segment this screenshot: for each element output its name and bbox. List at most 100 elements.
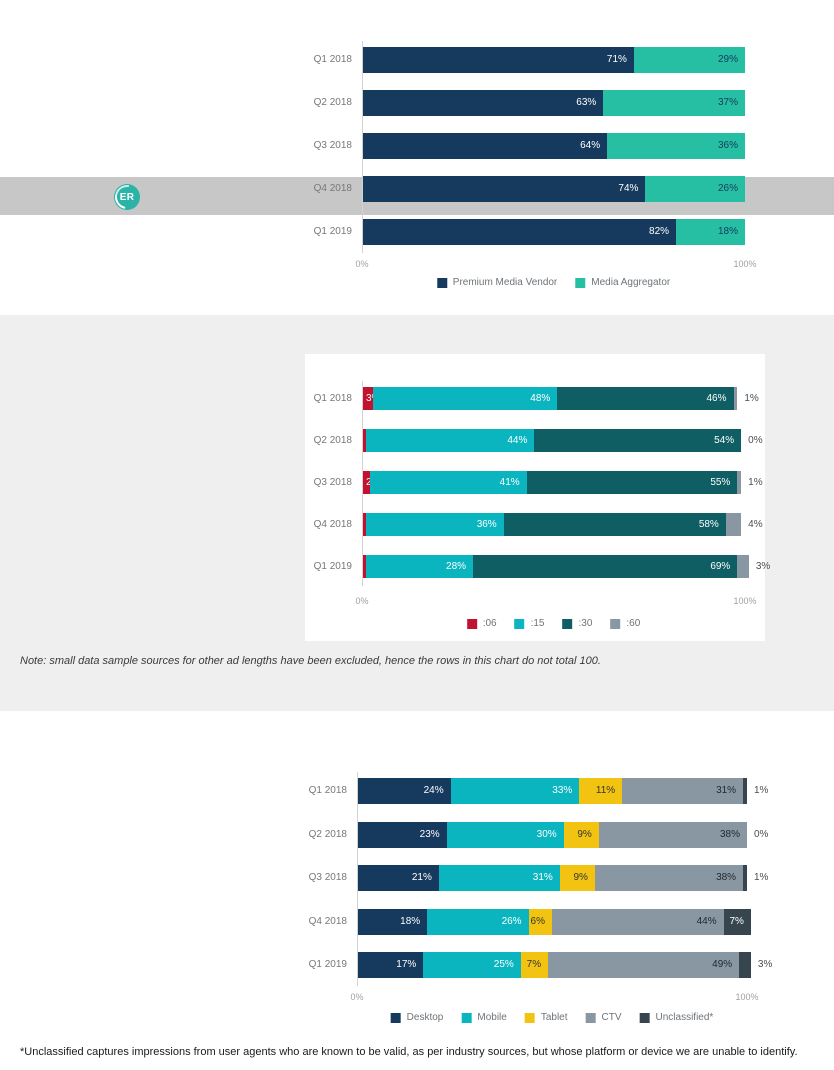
bar-segment: 37% bbox=[603, 90, 745, 116]
bar-segment: 64% bbox=[362, 133, 608, 159]
bar-track: 17% 25% 7% 49% 3% bbox=[357, 952, 772, 978]
bar-track: 21% 31% 9% 38% 1% bbox=[357, 865, 768, 891]
x-tick-label: 100% bbox=[735, 992, 759, 1002]
bar-value-label: 7% bbox=[729, 915, 744, 927]
bar-segment: 38% bbox=[594, 865, 744, 891]
bar-value-label-outside: 4% bbox=[748, 519, 763, 530]
bar-segment: 44% bbox=[365, 429, 535, 452]
bar-segment: 29% bbox=[633, 47, 745, 73]
bar-segment: 49% bbox=[548, 952, 740, 978]
bar-segment: 23% bbox=[357, 821, 447, 848]
category-label: Q2 2018 bbox=[313, 97, 352, 108]
chart-row: Q1 2018 71% 29% bbox=[0, 47, 815, 73]
x-axis: 0% 100% bbox=[355, 596, 756, 608]
bar-segment: 2% bbox=[362, 471, 380, 494]
bar-segment: 9% bbox=[559, 865, 595, 891]
bar-segment: 26% bbox=[645, 176, 745, 202]
bar-segment: 26% bbox=[427, 908, 529, 935]
legend-swatch bbox=[575, 277, 586, 288]
bar-segment: 36% bbox=[365, 513, 504, 536]
bar-segment bbox=[739, 952, 751, 978]
x-tick-label: 0% bbox=[355, 259, 369, 269]
legend-label: Media Aggregator bbox=[591, 277, 671, 288]
bar-segment: 25% bbox=[423, 952, 521, 978]
bar-value-label-outside: 0% bbox=[754, 828, 769, 840]
legend-swatch bbox=[390, 1012, 401, 1023]
bar-track: 24% 33% 11% 31% 1% bbox=[357, 778, 768, 804]
category-label: Q4 2018 bbox=[308, 915, 347, 927]
bar-value-label: 3% bbox=[366, 387, 380, 410]
category-label: Q1 2018 bbox=[313, 54, 352, 65]
legend-item: Mobile bbox=[461, 1012, 507, 1023]
legend-label: Mobile bbox=[477, 1012, 507, 1023]
bar-segment: 82% bbox=[362, 219, 677, 245]
bar-value-label: 36% bbox=[476, 519, 497, 530]
bar-value-label: 44% bbox=[507, 435, 528, 446]
bar-value-label: 11% bbox=[595, 785, 616, 796]
bar-segment: 55% bbox=[526, 471, 738, 494]
legend-item: :30 bbox=[562, 618, 593, 629]
legend-swatch bbox=[585, 1012, 596, 1023]
category-label: Q3 2018 bbox=[308, 872, 347, 883]
bar-value-label: 44% bbox=[696, 915, 717, 927]
legend-label: :60 bbox=[626, 618, 641, 629]
bar-value-label-outside: 1% bbox=[754, 872, 769, 883]
bar-value-label-outside: 1% bbox=[748, 477, 763, 488]
bar-segment: 38% bbox=[598, 821, 747, 848]
category-label: Q1 2019 bbox=[313, 226, 352, 237]
legend-item: :60 bbox=[610, 618, 640, 629]
bar-track: 2% 41% 55% 1% bbox=[362, 471, 763, 494]
x-tick-label: 100% bbox=[733, 259, 757, 269]
bar-segment: 48% bbox=[373, 387, 558, 410]
bar-value-label: 69% bbox=[710, 561, 731, 572]
device-share-chart: Q1 2018 24% 33% 11% 31% 1% Q2 2018 23% 30% 9% 38% 0… bbox=[0, 772, 817, 1032]
bar-track: 23% 30% 9% 38% 0% bbox=[357, 821, 768, 848]
bar-value-label: 54% bbox=[714, 435, 735, 446]
bar-value-label: 55% bbox=[710, 477, 731, 488]
bar-value-label: 41% bbox=[499, 477, 520, 488]
chart-row: Q3 2018 2% 41% 55% 1% bbox=[0, 471, 815, 494]
legend-label: :30 bbox=[578, 618, 593, 629]
bar-segment bbox=[743, 778, 747, 804]
bar-track: 63% 37% bbox=[362, 90, 745, 116]
x-axis: 0% 100% bbox=[355, 259, 756, 271]
legend-item: Premium Media Vendor bbox=[436, 277, 557, 288]
bar-segment bbox=[733, 387, 738, 410]
legend-label: Tablet bbox=[540, 1012, 568, 1023]
bar-value-label-outside: 1% bbox=[754, 785, 769, 796]
bar-value-label: 82% bbox=[649, 226, 670, 237]
legend-item: :15 bbox=[514, 618, 545, 629]
bar-value-label-outside: 0% bbox=[748, 435, 763, 446]
bar-value-label: 38% bbox=[719, 828, 740, 840]
legend-item: Unclassified* bbox=[639, 1012, 713, 1023]
bar-segment: 36% bbox=[607, 133, 745, 159]
bar-segment: 6% bbox=[528, 908, 552, 935]
chart-row: Q4 2018 74% 26% bbox=[0, 176, 815, 202]
bar-segment: 74% bbox=[362, 176, 646, 202]
category-label: Q3 2018 bbox=[313, 140, 352, 151]
chart-note: Note: small data sample sources for othe… bbox=[20, 655, 601, 667]
bar-value-label: 31% bbox=[716, 785, 737, 796]
bar-value-label: 71% bbox=[606, 54, 627, 65]
bar-segment: 44% bbox=[552, 908, 724, 935]
bar-value-label: 29% bbox=[717, 54, 738, 65]
bar-track: 74% 26% bbox=[362, 176, 745, 202]
bar-track: 71% 29% bbox=[362, 47, 745, 73]
bar-value-label: 30% bbox=[536, 828, 557, 840]
chart-row: Q2 2018 63% 37% bbox=[0, 90, 815, 116]
legend: :06:15:30:60 bbox=[466, 618, 640, 629]
legend-swatch bbox=[461, 1012, 472, 1023]
bar-value-label: 48% bbox=[530, 393, 551, 404]
bar-value-label: 74% bbox=[618, 183, 639, 194]
bar-track: 1%28%69%3% bbox=[362, 555, 770, 578]
bar-value-label: 18% bbox=[400, 915, 421, 927]
bar-value-label: 17% bbox=[396, 959, 417, 970]
bar-segment: 41% bbox=[369, 471, 527, 494]
bar-value-label: 7% bbox=[526, 959, 542, 970]
bar-value-label: 37% bbox=[717, 97, 738, 108]
bar-segment: 11% bbox=[579, 778, 623, 804]
